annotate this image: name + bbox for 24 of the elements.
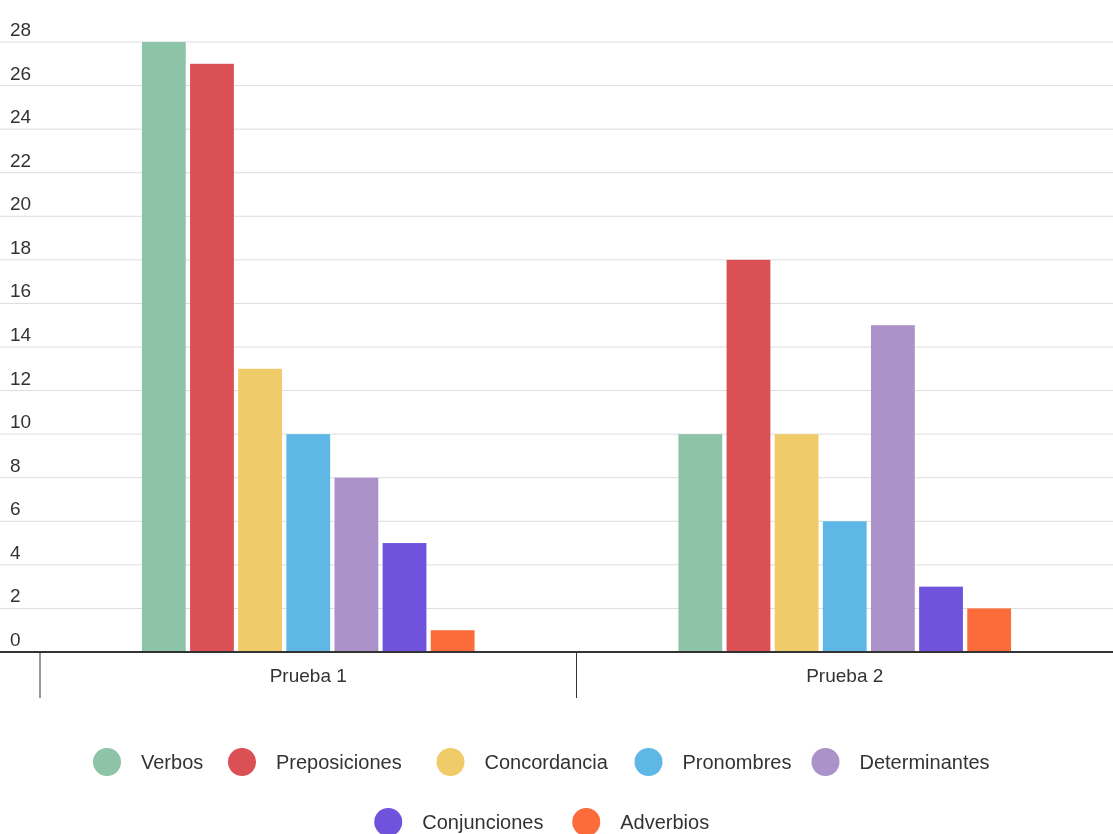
y-tick-label: 16 bbox=[10, 280, 32, 302]
legend-label: Verbos bbox=[141, 751, 204, 773]
legend-label: Pronombres bbox=[682, 751, 792, 773]
legend-label: Preposiciones bbox=[276, 751, 402, 773]
y-tick-label: 2 bbox=[10, 585, 21, 607]
y-tick-label: 8 bbox=[10, 454, 21, 476]
y-tick-label: 24 bbox=[10, 106, 32, 128]
y-tick-label: 12 bbox=[10, 367, 32, 389]
x-tick-label: Prueba 2 bbox=[806, 665, 884, 686]
y-tick-label: 10 bbox=[10, 411, 32, 433]
y-tick-label: 14 bbox=[10, 324, 32, 345]
y-tick-label: 26 bbox=[10, 62, 32, 84]
legend-label: Concordancia bbox=[484, 751, 609, 773]
x-tick-label: Prueba 1 bbox=[269, 665, 347, 686]
legend-label: Determinantes bbox=[859, 751, 990, 773]
y-tick-label: 28 bbox=[10, 19, 32, 40]
y-tick-label: 0 bbox=[10, 629, 21, 650]
y-tick-label: 18 bbox=[10, 236, 32, 258]
y-tick-label: 4 bbox=[10, 541, 21, 563]
legend-label: Adverbios bbox=[620, 811, 710, 833]
y-tick-label: 20 bbox=[10, 193, 32, 215]
legend-label: Conjunciones bbox=[422, 811, 544, 833]
y-tick-label: 22 bbox=[10, 149, 32, 171]
y-tick-label: 6 bbox=[10, 498, 21, 520]
